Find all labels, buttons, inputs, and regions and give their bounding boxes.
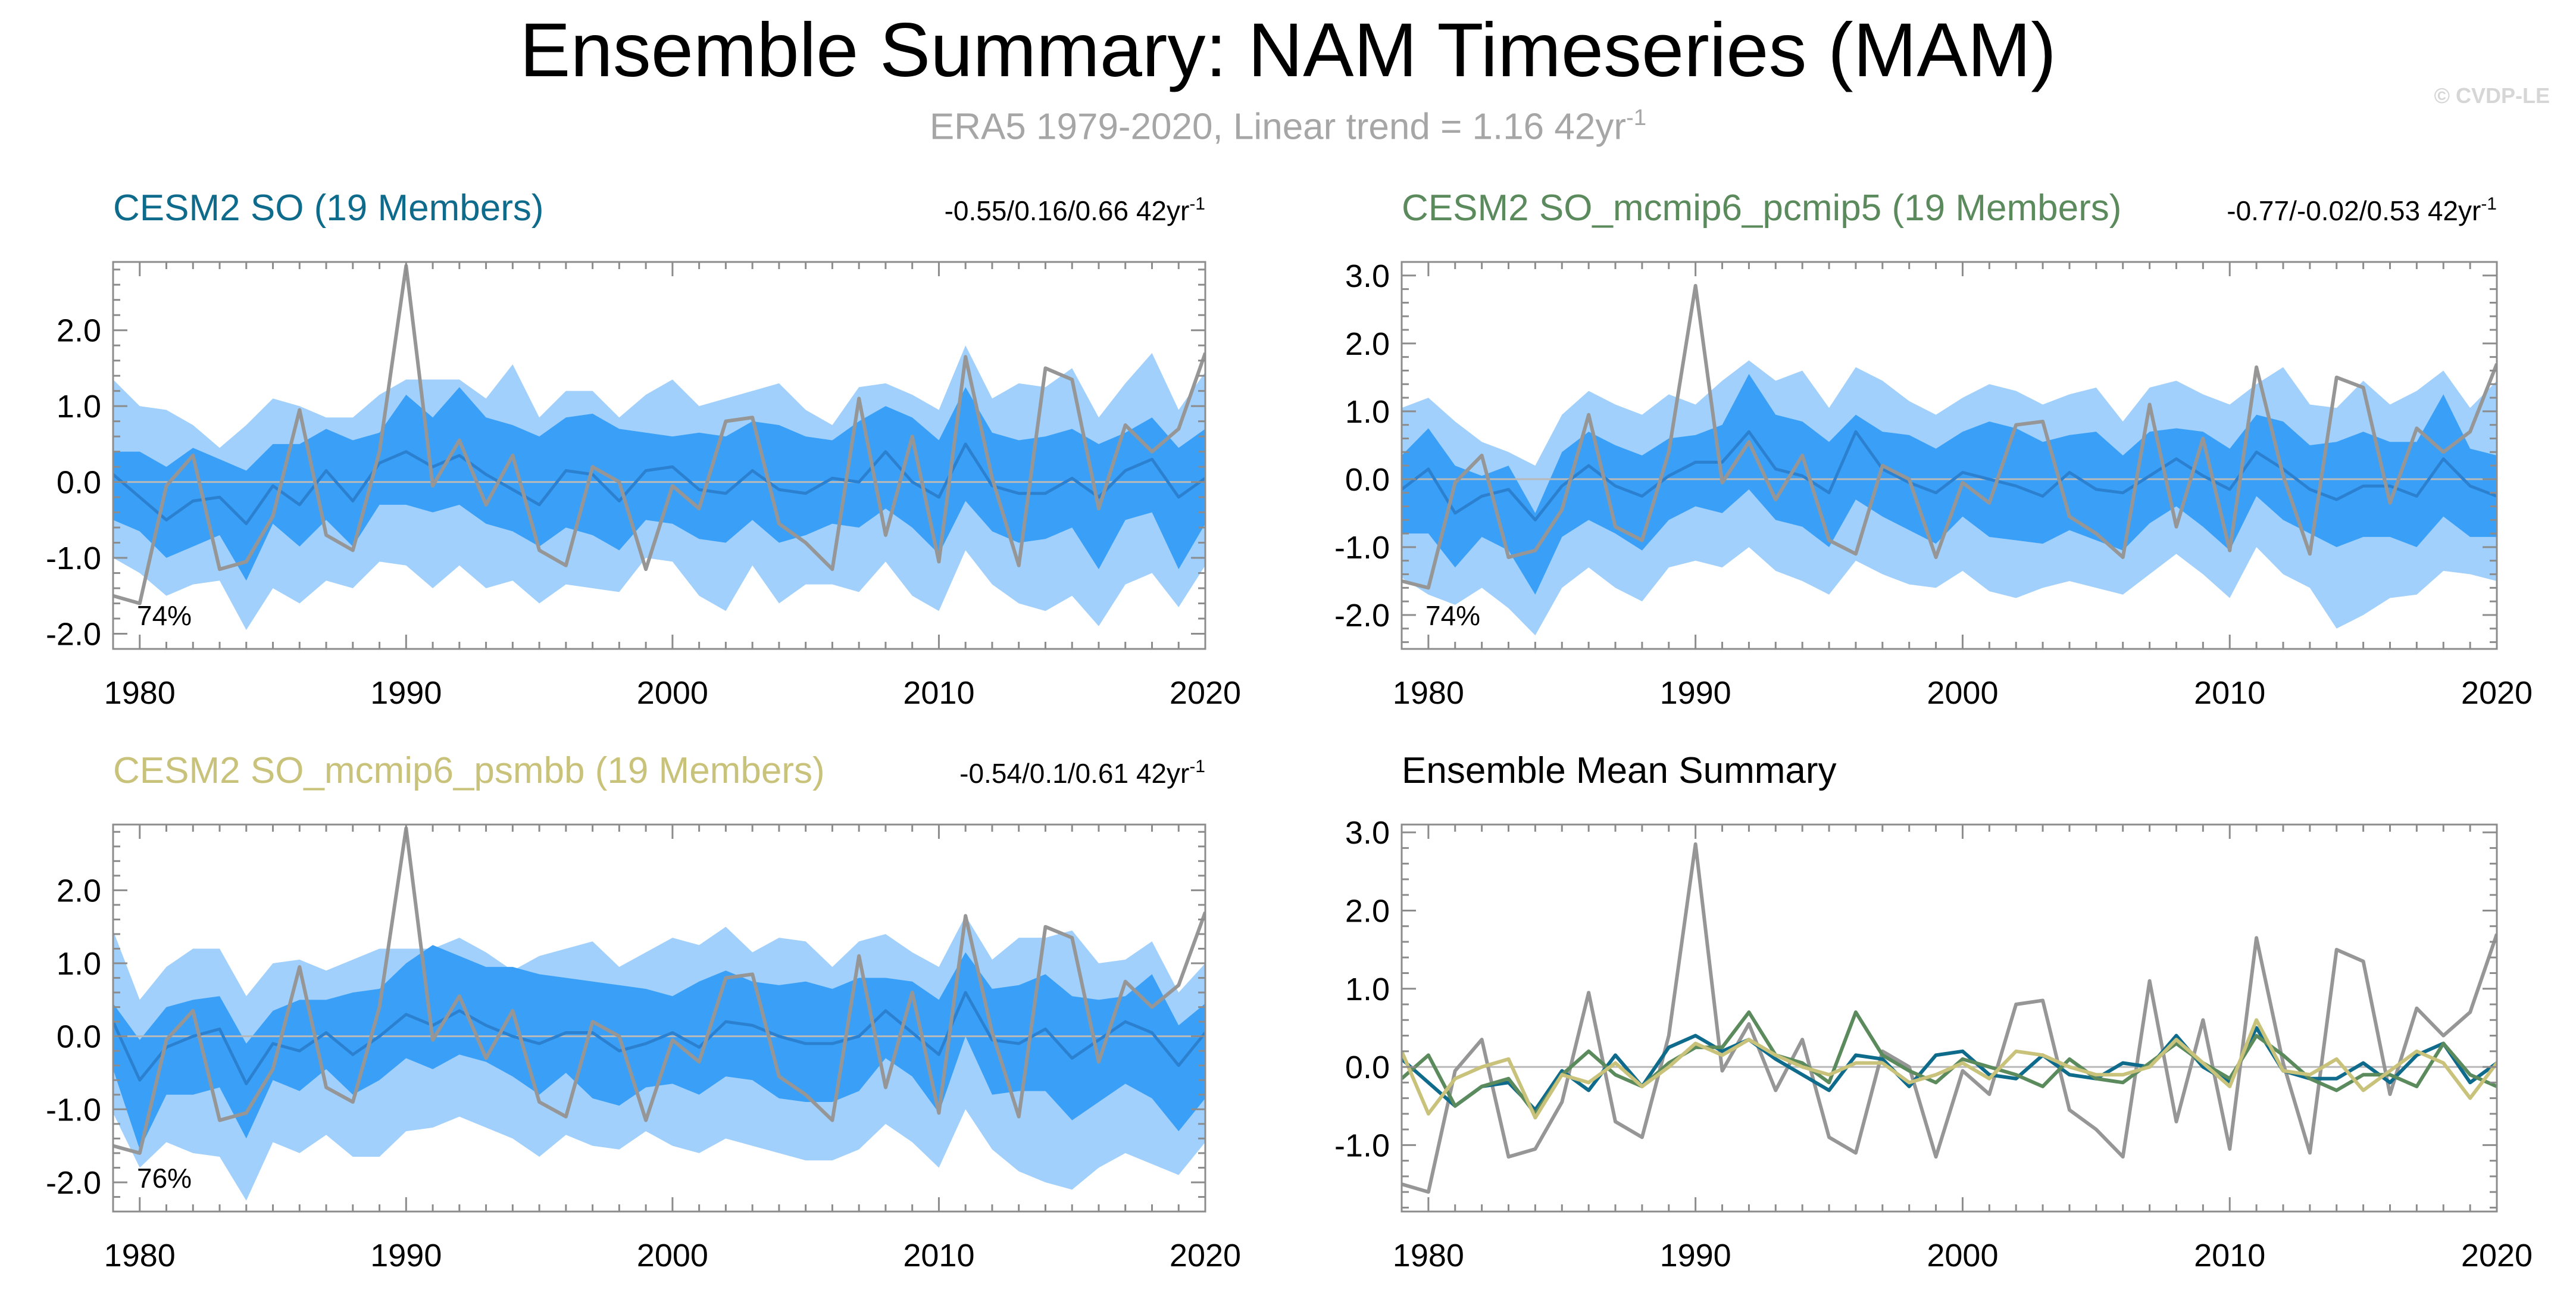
trend-label: -0.55/0.16/0.66 42yr-1 [945,194,1205,226]
y-tick-label: 1.0 [1345,972,1390,1007]
figure-title: Ensemble Summary: NAM Timeseries (MAM) [520,8,2056,93]
y-tick-label: 1.0 [1345,394,1390,430]
panel-title: CESM2 SO (19 Members) [113,188,544,229]
panel-title: CESM2 SO_mcmip6_psmbb (19 Members) [113,750,825,791]
y-tick-label: -2.0 [1334,598,1390,633]
trend-exponent: -1 [1189,757,1205,776]
x-tick-label: 1980 [104,1238,176,1273]
x-tick-label: 1980 [104,675,176,711]
y-tick-label: 1.0 [57,389,101,424]
plot-area [1402,842,2497,1194]
x-tick-label: 2010 [2194,675,2265,711]
observed-line [113,826,1205,1155]
x-tick-label: 2010 [903,1238,974,1273]
observed-line [1402,283,2497,590]
ensemble-mean-line [1402,430,2497,522]
plot-frame [112,823,1206,1213]
trend-label: -0.54/0.1/0.61 42yr-1 [959,757,1205,789]
x-tick-label: 2000 [1927,1238,1998,1273]
x-tick-label: 2020 [2461,1238,2533,1273]
y-tick-label: 3.0 [1345,258,1390,294]
trend-exponent: -1 [1189,194,1205,214]
panel-title: CESM2 SO_mcmip6_pcmip5 (19 Members) [1402,188,2121,229]
y-tick-label: 2.0 [57,873,101,908]
x-tick-label: 1980 [1393,675,1464,711]
y-tick-label: 0.0 [57,465,101,501]
series-line-ens2 [1402,1010,2497,1116]
series-line-obs [1402,842,2497,1194]
ensemble-mean-line [113,991,1205,1085]
trend-value: -0.77/-0.02/0.53 42yr [2227,195,2481,226]
plot-frame [1400,823,2498,1213]
panel-title: Ensemble Mean Summary [1402,750,1837,791]
x-tick-label: 2010 [903,675,974,711]
y-tick-label: -2.0 [46,1165,101,1201]
y-tick-label: 0.0 [1345,1050,1390,1085]
trend-exponent: -1 [2481,194,2497,214]
y-tick-label: 2.0 [1345,326,1390,362]
chart-panel-3: 1980 1990 2000 2010 2020 -2.0 -1.0 0.0 1.0 2.0 CES… [46,750,1241,1273]
y-tick-label: -1.0 [1334,530,1390,566]
y-tick-label: 1.0 [57,946,101,982]
trend-label: -0.77/-0.02/0.53 42yr-1 [2227,194,2497,226]
figure-subtitle: ERA5 1979-2020, Linear trend = 1.16 42yr… [0,95,2576,151]
percent-label: 76% [137,1163,192,1194]
plot-area [1402,283,2497,636]
credit-watermark: © CVDP-LE [2434,83,2550,108]
y-tick-label: 3.0 [1345,815,1390,851]
y-tick-label: 2.0 [1345,893,1390,929]
trend-value: -0.54/0.1/0.61 42yr [959,758,1189,789]
chart-panel-2: 1980 1990 2000 2010 2020 -2.0 -1.0 0.0 1.0 2.0 3.0… [1334,188,2533,711]
subtitle-exponent: -1 [1626,105,1647,131]
x-tick-label: 2000 [637,675,708,711]
percent-label: 74% [137,600,192,631]
x-tick-label: 2020 [1170,675,1241,711]
y-tick-label: -1.0 [46,1092,101,1128]
plot-frame [112,261,1206,650]
x-tick-label: 2020 [2461,675,2533,711]
chart-panel-4: 1980 1990 2000 2010 2020 -1.0 0.0 1.0 2.0 3.0 Ense… [1334,750,2533,1273]
subtitle-text: ERA5 1979-2020, Linear trend = 1.16 42yr [929,106,1627,148]
plot-frame [1400,261,2498,650]
x-tick-label: 1980 [1393,1238,1464,1273]
series-line-ens3 [1402,1018,2497,1120]
y-tick-label: -2.0 [46,617,101,652]
x-tick-label: 2010 [2194,1238,2265,1273]
chart-panel-1: 1980 1990 2000 2010 2020 -2.0 -1.0 0.0 1.0 2.0 CES… [46,188,1241,711]
plot-area [113,826,1205,1201]
series-line-ens1 [1402,1026,2497,1112]
observed-line [113,264,1205,605]
x-tick-label: 1990 [370,675,442,711]
y-tick-label: 0.0 [57,1019,101,1055]
x-tick-label: 1990 [1660,1238,1731,1273]
plot-area [113,264,1205,630]
x-tick-label: 1990 [370,1238,442,1273]
y-tick-label: 2.0 [57,313,101,349]
x-tick-label: 1990 [1660,675,1731,711]
y-tick-label: -1.0 [1334,1128,1390,1163]
trend-value: -0.55/0.16/0.66 42yr [945,195,1190,226]
x-tick-label: 2000 [1927,675,1998,711]
ensemble-mean-line [113,442,1205,526]
percent-label: 74% [1425,600,1480,631]
y-tick-label: -1.0 [46,541,101,576]
x-tick-label: 2000 [637,1238,708,1273]
y-tick-label: 0.0 [1345,462,1390,498]
x-tick-label: 2020 [1170,1238,1241,1273]
inner-spread-band [113,945,1205,1150]
